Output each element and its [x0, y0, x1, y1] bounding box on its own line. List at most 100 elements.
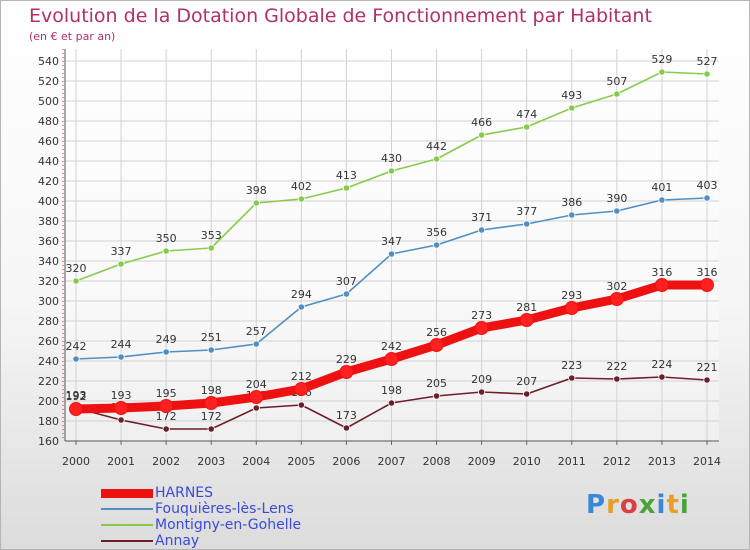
data-label: 493 [561, 89, 582, 102]
data-label: 198 [201, 384, 222, 397]
x-tick-label: 2013 [648, 455, 676, 468]
data-point [432, 392, 441, 400]
data-point [252, 404, 260, 412]
data-point [613, 207, 621, 215]
y-tick-label: 340 [38, 255, 59, 268]
data-label: 209 [471, 373, 492, 386]
data-point [204, 396, 219, 410]
x-tick-label: 2010 [513, 455, 541, 468]
data-label: 293 [561, 289, 582, 302]
data-point [568, 211, 576, 219]
data-point [162, 247, 170, 255]
data-point [252, 340, 260, 348]
data-point [297, 401, 305, 409]
y-tick-label: 240 [38, 355, 59, 368]
data-point [72, 277, 80, 285]
legend-swatch [101, 508, 153, 510]
chart-subtitle: (en € et par an) [29, 30, 116, 43]
data-label: 193 [66, 389, 87, 402]
x-tick-label: 2001 [107, 455, 135, 468]
data-label: 229 [336, 353, 357, 366]
y-tick-label: 460 [38, 135, 59, 148]
data-label: 294 [291, 288, 312, 301]
legend-swatch [101, 540, 153, 542]
data-point [72, 355, 80, 363]
data-point [249, 390, 264, 404]
data-point [478, 226, 486, 234]
data-label: 242 [66, 340, 87, 353]
data-label: 371 [471, 211, 492, 224]
x-tick-label: 2000 [62, 455, 90, 468]
data-label: 281 [516, 301, 537, 314]
data-point [387, 167, 396, 175]
data-point [703, 376, 711, 384]
x-tick-label: 2008 [423, 455, 451, 468]
data-label: 316 [651, 266, 672, 279]
data-point [658, 68, 666, 76]
data-label: 398 [246, 184, 267, 197]
data-label: 251 [201, 331, 222, 344]
data-point [700, 278, 714, 292]
data-point [564, 301, 579, 315]
data-point [523, 390, 531, 398]
y-tick-label: 380 [38, 215, 59, 228]
data-label: 193 [111, 389, 132, 402]
data-point [297, 195, 305, 203]
data-point [432, 155, 441, 163]
data-label: 256 [426, 326, 447, 339]
data-point [519, 313, 534, 327]
data-label: 320 [66, 262, 87, 275]
data-label: 192 [66, 390, 87, 403]
data-label: 474 [516, 108, 537, 121]
legend-label: HARNES [155, 485, 214, 501]
data-point [162, 425, 170, 433]
data-point [523, 123, 531, 131]
data-label: 257 [246, 325, 267, 338]
data-label: 347 [381, 235, 402, 248]
data-point [117, 353, 125, 361]
y-tick-label: 300 [38, 295, 59, 308]
data-point [429, 338, 444, 352]
y-tick-label: 500 [38, 95, 59, 108]
data-label: 273 [471, 309, 492, 322]
legend-swatch [101, 488, 153, 498]
data-label: 204 [246, 378, 267, 391]
data-point [387, 250, 396, 258]
data-label: 195 [156, 387, 177, 400]
data-point [339, 365, 354, 379]
data-point [609, 292, 624, 306]
data-label: 224 [651, 358, 672, 371]
data-point [342, 424, 351, 432]
data-point [117, 416, 125, 424]
x-tick-label: 2005 [287, 455, 315, 468]
data-point [387, 399, 396, 407]
logo-letter: o [619, 490, 639, 520]
data-label: 356 [426, 226, 447, 239]
data-label: 350 [156, 232, 177, 245]
data-point [613, 375, 621, 383]
y-tick-label: 420 [38, 175, 59, 188]
legend-label: Montigny-en-Gohelle [155, 517, 302, 533]
x-tick-label: 2007 [378, 455, 406, 468]
x-tick-label: 2014 [693, 455, 721, 468]
x-tick-label: 2002 [152, 455, 180, 468]
data-point [478, 388, 486, 396]
data-point [384, 352, 399, 366]
data-point [523, 220, 531, 228]
data-label: 212 [291, 370, 312, 383]
data-label: 316 [697, 266, 718, 279]
y-tick-label: 480 [38, 115, 59, 128]
data-label: 401 [651, 181, 672, 194]
data-label: 205 [426, 377, 447, 390]
data-point [69, 402, 83, 416]
data-label: 527 [697, 55, 718, 68]
y-tick-label: 220 [38, 375, 59, 388]
data-label: 244 [111, 338, 132, 351]
data-point [613, 90, 621, 98]
data-label: 390 [606, 192, 627, 205]
data-label: 466 [471, 116, 492, 129]
data-label: 529 [651, 53, 672, 66]
logo-letter: P [586, 490, 607, 520]
data-label: 442 [426, 140, 447, 153]
logo-letter: i [656, 490, 667, 520]
